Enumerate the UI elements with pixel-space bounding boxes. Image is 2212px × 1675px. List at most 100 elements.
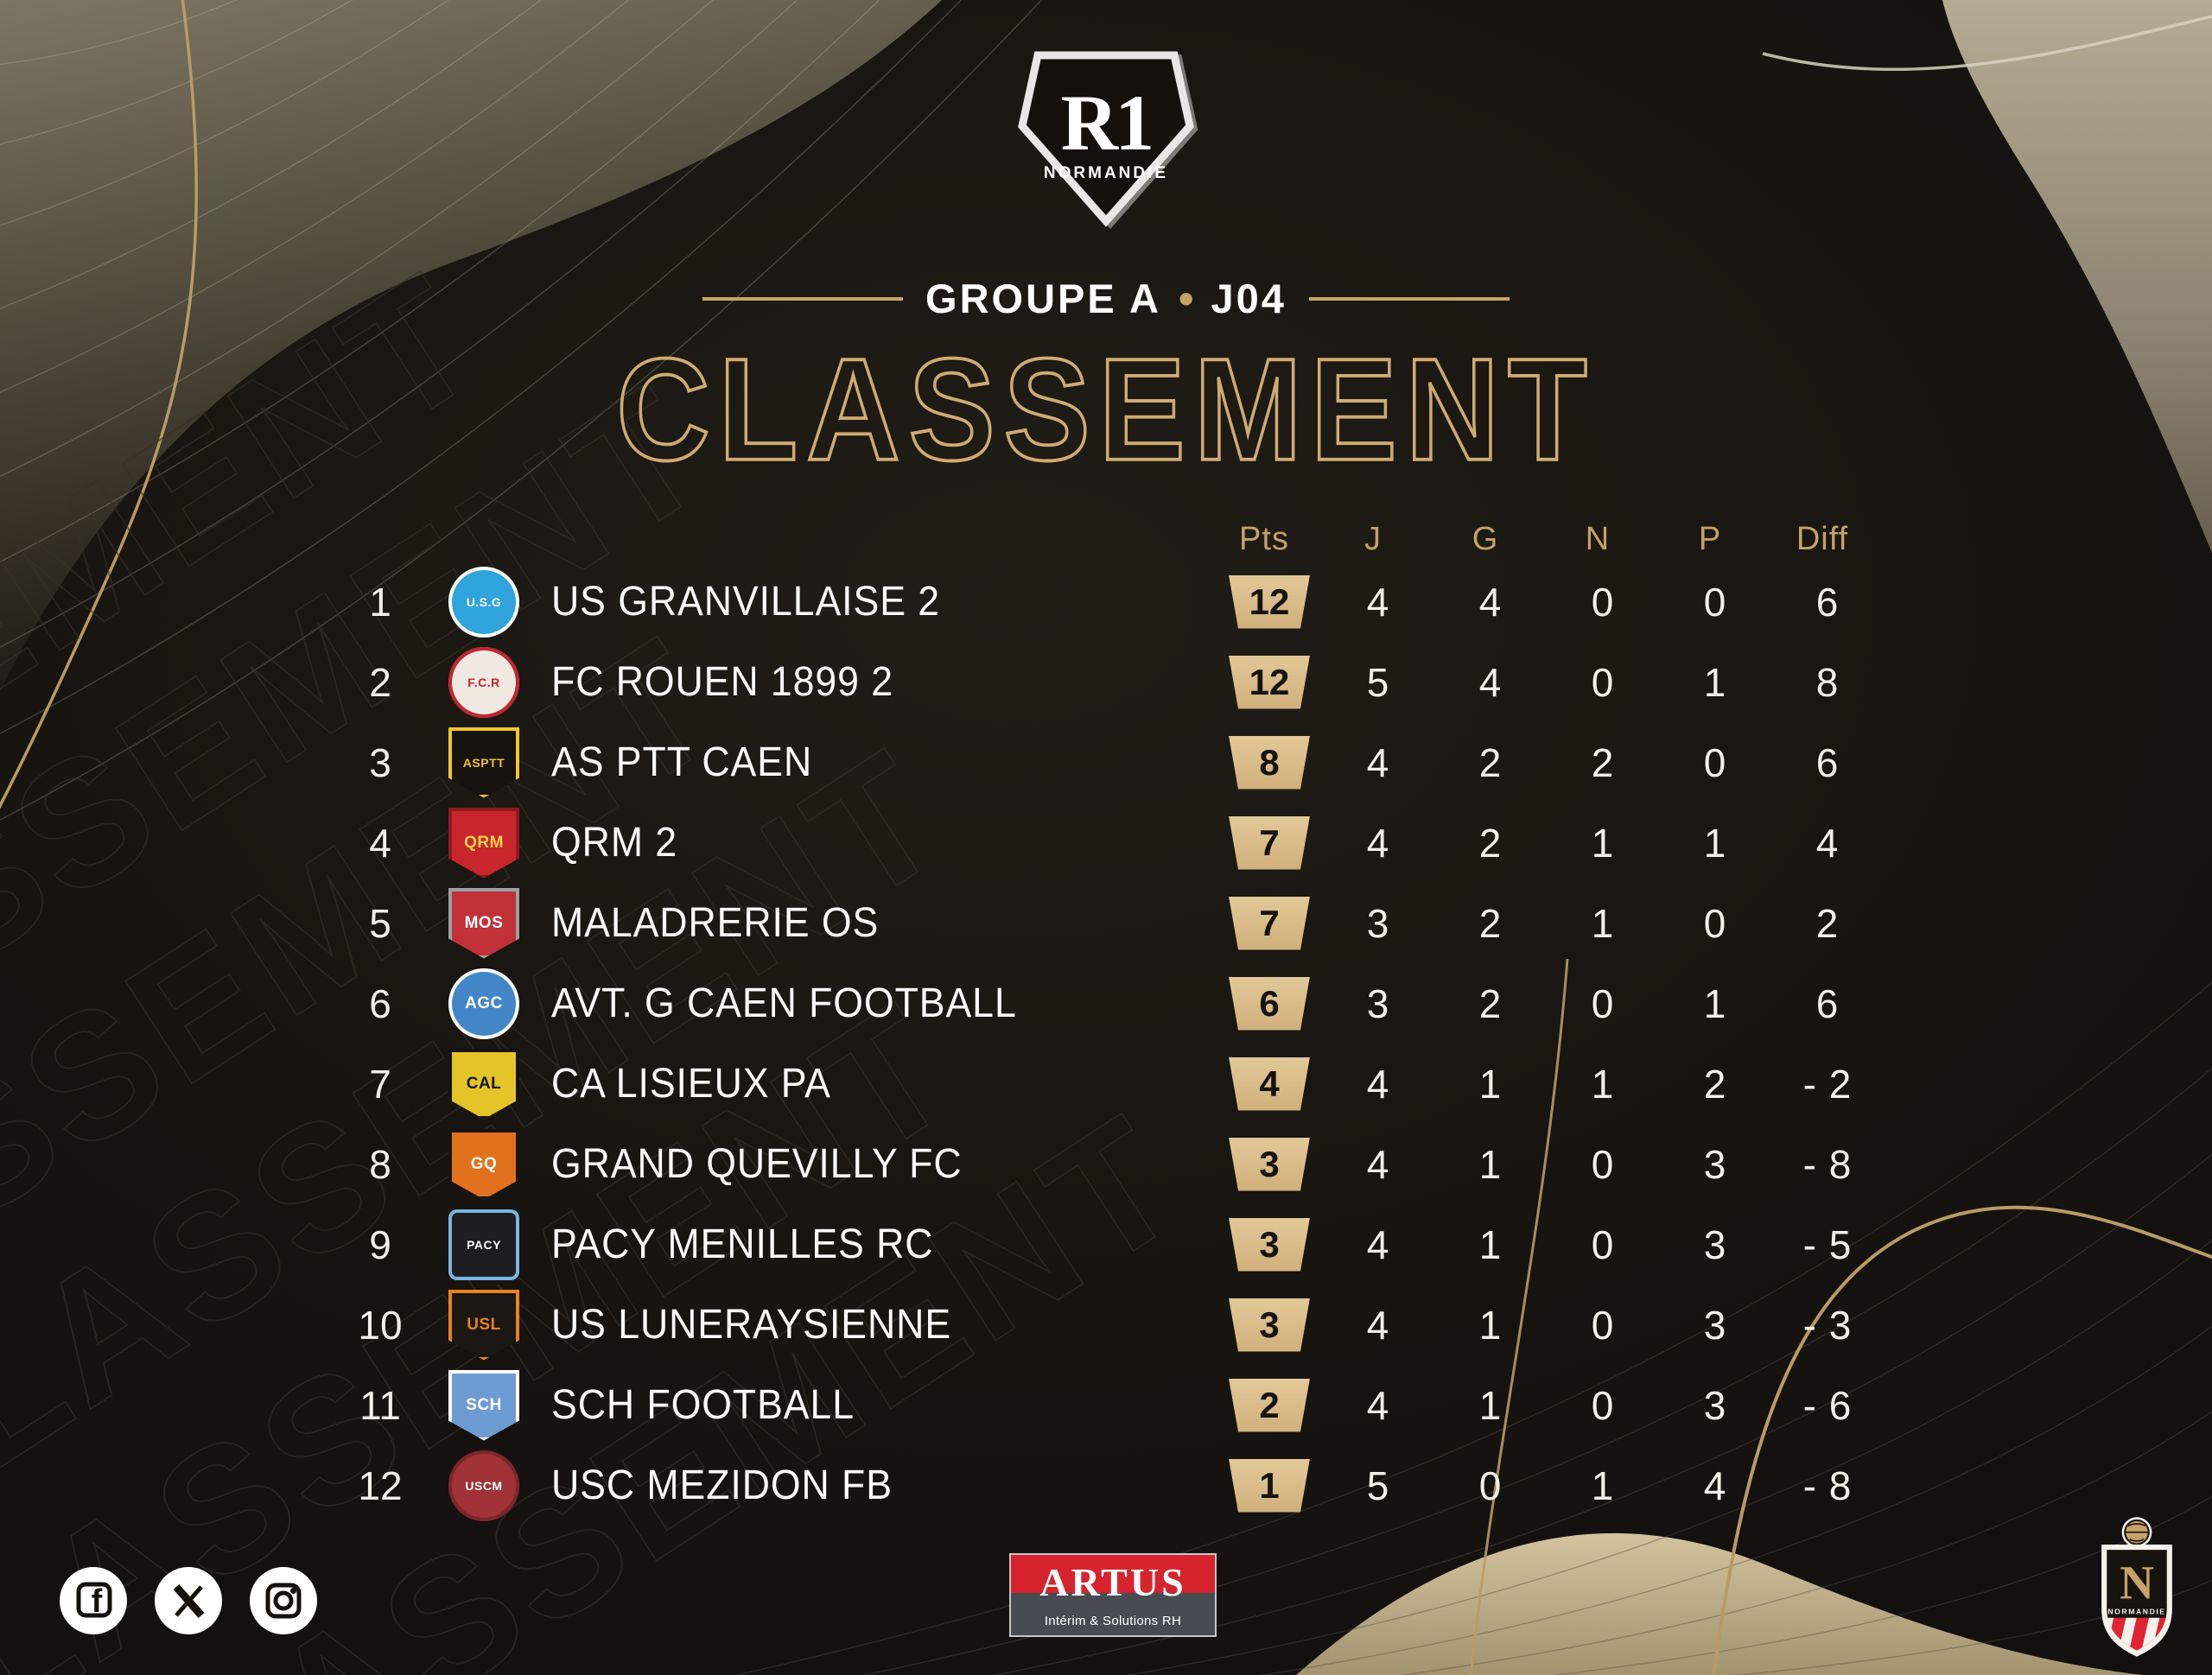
team-logo-cell: USCM <box>432 1450 536 1521</box>
svg-text:f: f <box>92 1583 103 1620</box>
stat-p: 0 <box>1703 579 1727 625</box>
team-name: PACY MENILLES RC <box>551 1221 934 1267</box>
stat-n: 0 <box>1591 1221 1615 1267</box>
rank-number: 11 <box>359 1382 401 1428</box>
blob-bottom <box>1296 1532 2143 1675</box>
stat-j: 3 <box>1366 980 1390 1026</box>
stat-n: 0 <box>1591 1302 1615 1348</box>
team-name: FC ROUEN 1899 2 <box>551 659 894 705</box>
team-logo-cell: MOS <box>432 887 536 959</box>
group-label: GROUPE A <box>925 276 1161 321</box>
team-logo-cell: AGC <box>432 968 536 1039</box>
points-badge: 6 <box>1229 976 1310 1031</box>
rank-number: 7 <box>369 1061 391 1107</box>
team-name: USC MEZIDON FB <box>551 1462 893 1508</box>
stat-n: 0 <box>1591 980 1615 1026</box>
team-logo: CAL <box>448 1048 519 1120</box>
divider-line-left <box>702 296 904 301</box>
rank-number: 10 <box>358 1302 403 1348</box>
team-logo: SCH <box>448 1369 519 1441</box>
rank-number: 3 <box>369 739 391 785</box>
team-logo-abbr: F.C.R <box>467 675 500 689</box>
stat-j: 4 <box>1366 1302 1390 1348</box>
light-curve-top-right <box>1762 15 2212 72</box>
page-title: CLASSEMENT <box>615 327 1596 491</box>
team-logo: AGC <box>448 968 519 1039</box>
table-row: 6 AGC AVT. G CAEN FOOTBALL 6 3 2 0 1 6 <box>328 963 1884 1044</box>
stat-n: 1 <box>1591 1061 1615 1107</box>
column-header-g: G <box>1471 520 1499 557</box>
stat-j: 3 <box>1366 900 1390 946</box>
blob-top-left <box>0 0 942 691</box>
table-row: 5 MOS MALADRERIE OS 7 3 2 1 0 2 <box>328 883 1884 963</box>
column-header-j: J <box>1364 520 1382 557</box>
stat-p: 3 <box>1703 1382 1727 1428</box>
points-badge: 12 <box>1229 574 1310 629</box>
stat-diff: - 8 <box>1802 1141 1853 1187</box>
stat-g: 1 <box>1478 1141 1503 1187</box>
table-row: 11 SCH SCH FOOTBALL 2 4 1 0 3 - 6 <box>328 1365 1884 1445</box>
stat-g: 2 <box>1478 739 1503 785</box>
points-cell: 7 <box>1217 896 1322 950</box>
team-logo-cell: F.C.R <box>432 646 536 718</box>
stat-diff: 2 <box>1815 900 1840 946</box>
points-badge: 7 <box>1229 896 1310 950</box>
stat-p: 2 <box>1703 1061 1727 1107</box>
points-cell: 3 <box>1217 1217 1322 1272</box>
stat-g: 1 <box>1478 1302 1503 1348</box>
stat-j: 5 <box>1366 659 1390 705</box>
team-logo-cell: U.S.G <box>432 566 536 638</box>
points-cell: 6 <box>1217 976 1322 1031</box>
team-logo-cell: SCH <box>432 1369 536 1441</box>
stat-diff: 6 <box>1815 980 1840 1026</box>
table-row: 9 PACY PACY MENILLES RC 3 4 1 0 3 - 5 <box>328 1204 1884 1285</box>
team-logo-abbr: CAL <box>466 1074 502 1093</box>
stat-p: 1 <box>1703 659 1727 705</box>
table-row: 12 USCM USC MEZIDON FB 1 5 0 1 4 - 8 <box>328 1445 1884 1526</box>
rank-number: 12 <box>358 1462 403 1508</box>
stat-diff: - 5 <box>1802 1221 1853 1267</box>
team-logo: USL <box>448 1289 519 1361</box>
team-name: AS PTT CAEN <box>551 739 813 785</box>
team-logo-cell: ASPTT <box>432 726 536 798</box>
column-header-diff: Diff <box>1796 520 1849 557</box>
rank-number: 9 <box>369 1221 391 1267</box>
stat-n: 1 <box>1591 820 1615 866</box>
stat-j: 4 <box>1366 579 1390 625</box>
stat-n: 0 <box>1591 659 1615 705</box>
stat-j: 5 <box>1366 1462 1390 1508</box>
points-cell: 3 <box>1217 1297 1322 1352</box>
badge-league-text: R1 <box>1061 79 1151 167</box>
table-rows: 1 U.S.G US GRANVILLAISE 2 12 4 4 0 0 6 2… <box>328 562 1884 1526</box>
team-logo-abbr: PACY <box>467 1237 501 1252</box>
stat-diff: - 8 <box>1802 1462 1853 1508</box>
stat-n: 1 <box>1591 1462 1615 1508</box>
stat-p: 0 <box>1703 739 1727 785</box>
points-badge: 3 <box>1229 1297 1310 1352</box>
team-logo-abbr: GQ <box>470 1154 498 1173</box>
team-logo-cell: QRM <box>432 807 536 879</box>
crest-initial: N <box>2120 1556 2154 1608</box>
table-row: 4 QRM QRM 2 7 4 2 1 1 4 <box>328 803 1884 883</box>
points-badge: 3 <box>1229 1137 1310 1191</box>
points-badge: 12 <box>1229 655 1310 709</box>
team-name: QRM 2 <box>551 820 678 866</box>
table-row: 10 USL US LUNERAYSIENNE 3 4 1 0 3 - 3 <box>328 1285 1884 1365</box>
team-logo-cell: PACY <box>432 1209 536 1280</box>
points-badge: 3 <box>1229 1217 1310 1272</box>
stat-n: 2 <box>1591 739 1615 785</box>
points-cell: 2 <box>1217 1378 1322 1432</box>
team-logo-cell: CAL <box>432 1048 536 1120</box>
team-name: CA LISIEUX PA <box>551 1061 831 1107</box>
stat-n: 0 <box>1591 1382 1615 1428</box>
facebook-icon: f <box>60 1567 127 1634</box>
stat-p: 0 <box>1703 900 1727 946</box>
points-badge: 8 <box>1229 735 1310 790</box>
points-cell: 12 <box>1217 574 1322 629</box>
matchday-label: J04 <box>1211 276 1287 321</box>
points-cell: 7 <box>1217 815 1322 870</box>
stat-diff: 6 <box>1815 579 1840 625</box>
group-header: GROUPE A • J04 <box>0 275 2212 322</box>
